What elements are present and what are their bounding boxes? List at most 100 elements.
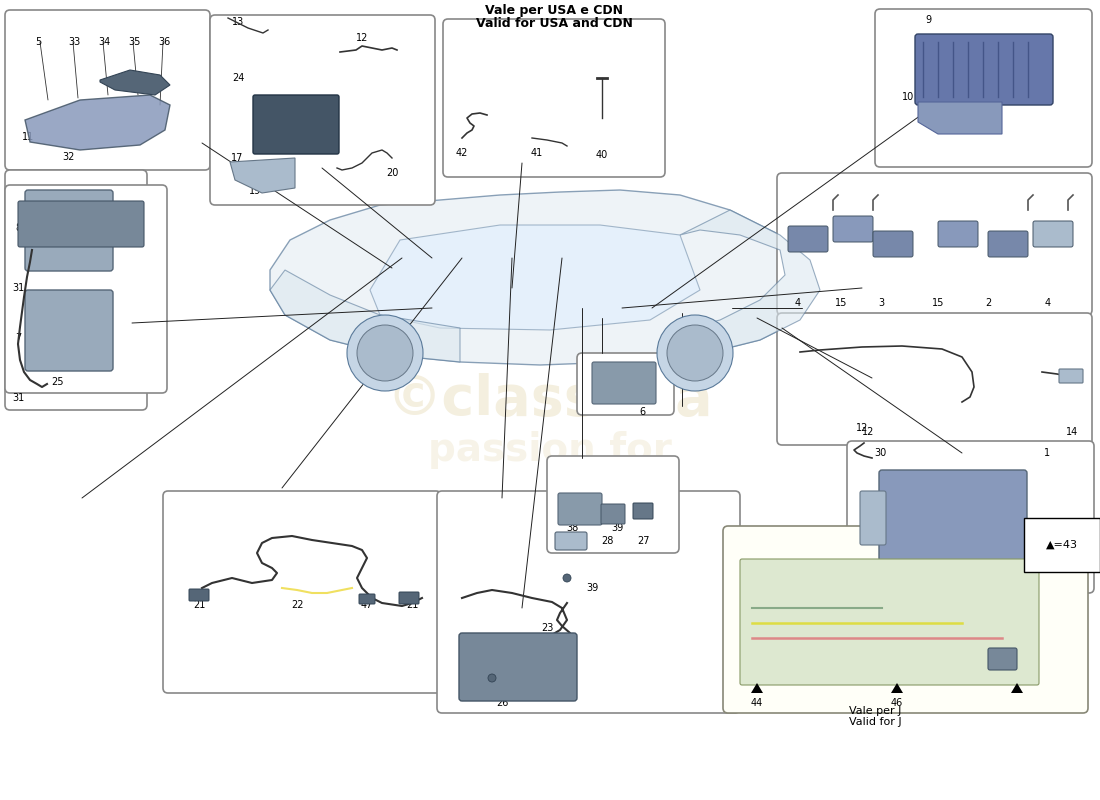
Text: 19: 19: [249, 186, 261, 196]
FancyBboxPatch shape: [873, 231, 913, 257]
Circle shape: [657, 315, 733, 391]
Text: 30: 30: [873, 448, 887, 458]
FancyBboxPatch shape: [860, 491, 886, 545]
Text: 29: 29: [561, 536, 573, 546]
FancyBboxPatch shape: [547, 456, 679, 553]
Text: 38: 38: [565, 523, 579, 533]
FancyBboxPatch shape: [6, 170, 147, 410]
Text: 4: 4: [1045, 298, 1052, 308]
Text: ▲=43: ▲=43: [1046, 540, 1078, 550]
Text: 28: 28: [601, 536, 613, 546]
Text: 18: 18: [258, 173, 271, 183]
FancyBboxPatch shape: [253, 95, 339, 154]
FancyBboxPatch shape: [359, 594, 375, 604]
Text: 5: 5: [35, 37, 42, 47]
Text: 32: 32: [62, 152, 75, 162]
Text: passion for: passion for: [428, 431, 672, 469]
Text: 15: 15: [835, 298, 847, 308]
Text: 41: 41: [531, 148, 543, 158]
FancyBboxPatch shape: [6, 10, 210, 170]
Text: 44: 44: [751, 698, 763, 708]
Text: 23: 23: [541, 623, 553, 633]
Text: ©classicta: ©classicta: [387, 373, 713, 427]
Text: 21: 21: [406, 600, 418, 610]
FancyBboxPatch shape: [443, 19, 666, 177]
Polygon shape: [891, 683, 903, 693]
Text: 4: 4: [795, 298, 801, 308]
Text: 47: 47: [361, 600, 373, 610]
Text: 20: 20: [386, 168, 398, 178]
Text: 33: 33: [68, 37, 80, 47]
Text: 24: 24: [232, 73, 244, 83]
FancyBboxPatch shape: [988, 648, 1018, 670]
Text: 42: 42: [455, 148, 469, 158]
Text: 40: 40: [596, 150, 608, 160]
FancyBboxPatch shape: [459, 633, 578, 701]
FancyBboxPatch shape: [25, 290, 113, 371]
Text: 27: 27: [638, 536, 650, 546]
Text: 35: 35: [128, 37, 141, 47]
Text: 26: 26: [496, 698, 508, 708]
FancyBboxPatch shape: [18, 201, 144, 247]
Text: 39: 39: [586, 583, 598, 593]
Text: 22: 22: [290, 600, 304, 610]
Circle shape: [358, 325, 412, 381]
FancyBboxPatch shape: [879, 470, 1027, 561]
Text: 37: 37: [904, 563, 916, 573]
FancyBboxPatch shape: [578, 353, 674, 415]
FancyBboxPatch shape: [25, 190, 113, 271]
FancyBboxPatch shape: [777, 173, 1092, 315]
Text: 13: 13: [232, 17, 244, 27]
FancyBboxPatch shape: [740, 559, 1040, 685]
Text: 1: 1: [1044, 448, 1050, 458]
Text: 39: 39: [610, 523, 623, 533]
Text: 25: 25: [51, 377, 64, 387]
FancyBboxPatch shape: [558, 493, 602, 525]
Text: 46: 46: [891, 698, 903, 708]
Polygon shape: [1011, 683, 1023, 693]
FancyBboxPatch shape: [210, 15, 434, 205]
Polygon shape: [370, 225, 700, 330]
Text: 9: 9: [925, 15, 931, 25]
Text: 31: 31: [12, 393, 24, 403]
Text: 11: 11: [22, 132, 34, 142]
Text: 12: 12: [861, 427, 875, 437]
Text: Vale per J: Vale per J: [849, 706, 901, 716]
Text: 12: 12: [856, 423, 868, 433]
FancyBboxPatch shape: [592, 362, 656, 404]
Polygon shape: [270, 270, 460, 362]
Polygon shape: [25, 95, 171, 150]
FancyBboxPatch shape: [833, 216, 873, 242]
FancyBboxPatch shape: [399, 592, 419, 604]
FancyBboxPatch shape: [938, 221, 978, 247]
Text: 31: 31: [12, 283, 24, 293]
Text: 15: 15: [932, 298, 944, 308]
Circle shape: [346, 315, 424, 391]
Text: Valid for J: Valid for J: [849, 717, 901, 727]
Text: 17: 17: [231, 153, 243, 163]
Text: 3: 3: [878, 298, 884, 308]
Circle shape: [563, 574, 571, 582]
Text: 7: 7: [15, 333, 21, 343]
FancyBboxPatch shape: [1059, 369, 1084, 383]
FancyBboxPatch shape: [915, 34, 1053, 105]
FancyBboxPatch shape: [1033, 221, 1072, 247]
FancyBboxPatch shape: [847, 441, 1094, 593]
FancyBboxPatch shape: [723, 526, 1088, 713]
FancyBboxPatch shape: [788, 226, 828, 252]
FancyBboxPatch shape: [437, 491, 740, 713]
Text: 2: 2: [984, 298, 991, 308]
FancyBboxPatch shape: [556, 532, 587, 550]
FancyBboxPatch shape: [874, 9, 1092, 167]
FancyBboxPatch shape: [777, 313, 1092, 445]
Text: 10: 10: [902, 92, 914, 102]
Text: Valid for USA and CDN: Valid for USA and CDN: [475, 17, 632, 30]
Polygon shape: [751, 683, 763, 693]
FancyBboxPatch shape: [632, 503, 653, 519]
Text: 16: 16: [271, 147, 283, 157]
FancyBboxPatch shape: [189, 589, 209, 601]
Polygon shape: [100, 70, 170, 95]
Text: 8: 8: [15, 223, 21, 233]
FancyBboxPatch shape: [988, 231, 1028, 257]
Text: 12: 12: [355, 33, 368, 43]
